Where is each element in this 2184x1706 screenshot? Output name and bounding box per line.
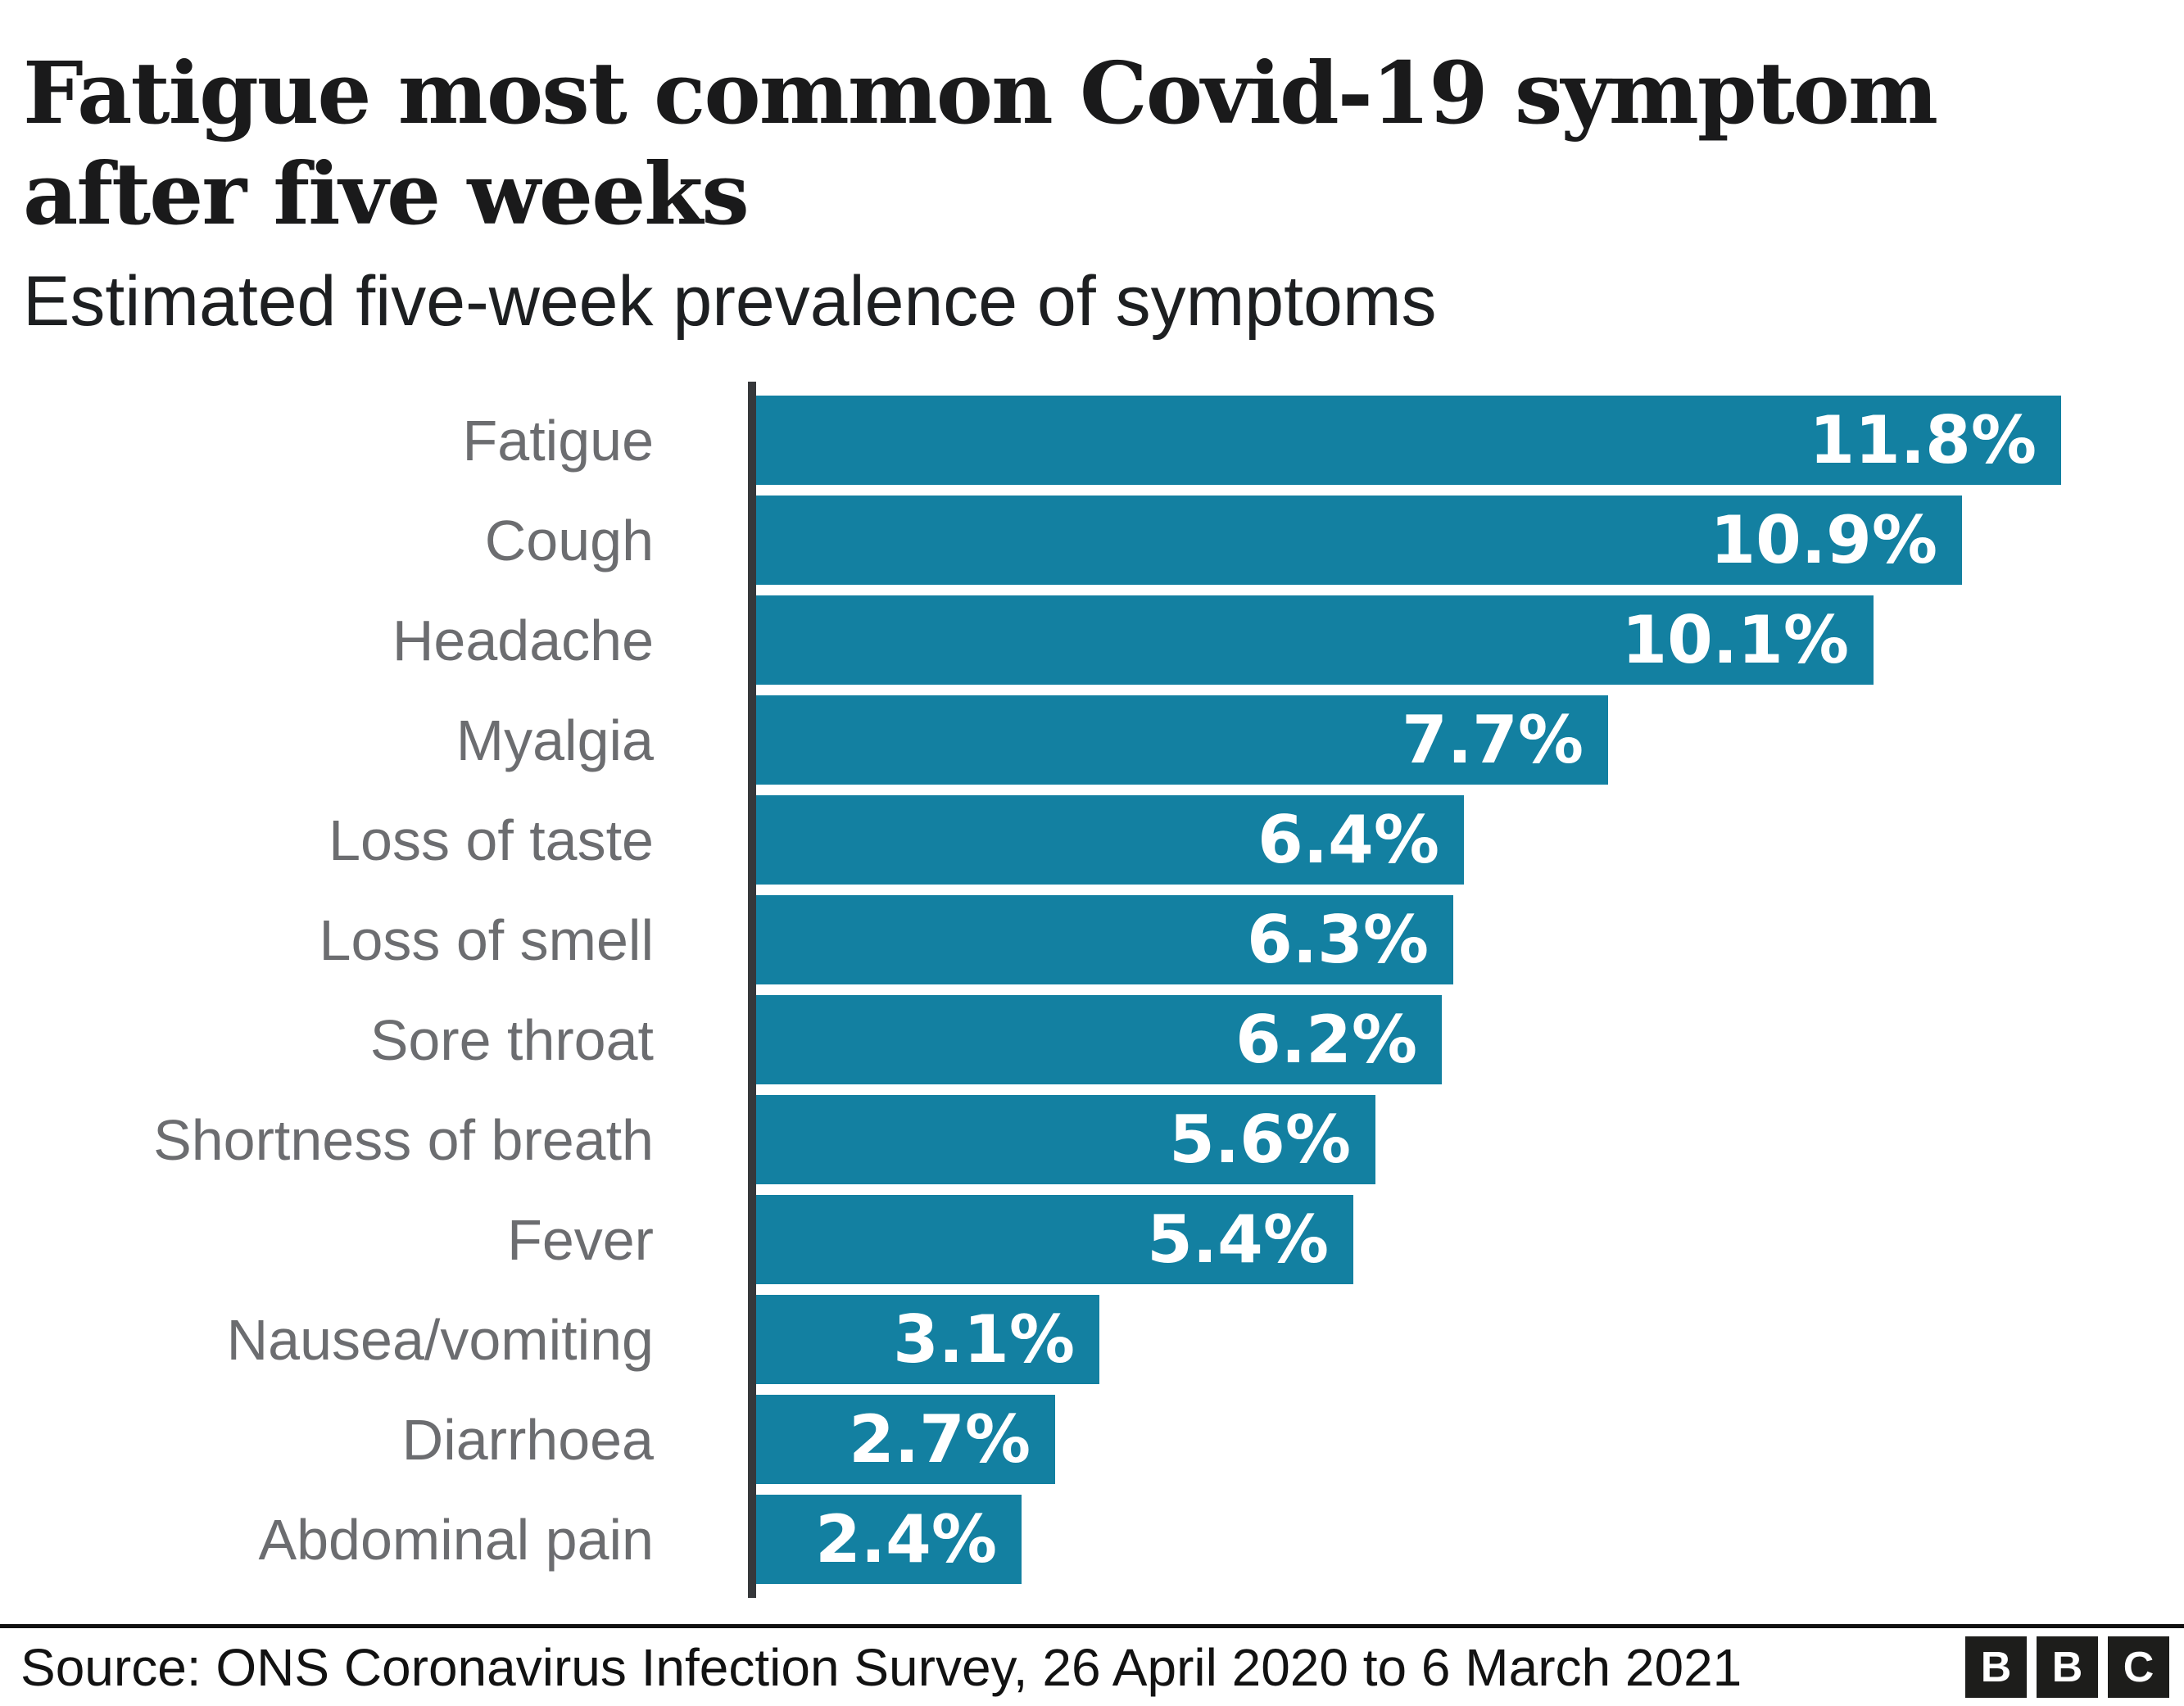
chart-row: Diarrhoea 2.7% [0,1395,2184,1484]
category-label: Abdominal pain [258,1507,654,1572]
bbc-logo-letter: B [1965,1636,2027,1698]
chart-row: Fatigue 11.8% [0,396,2184,485]
category-label: Fatigue [462,408,654,473]
value-label: 10.1% [1621,602,1849,678]
bar: 11.8% [756,396,2061,485]
bar-area: 6.2% [756,995,2184,1084]
bar-area: 2.7% [756,1395,2184,1484]
bar-area: 2.4% [756,1495,2184,1584]
bar: 6.4% [756,795,1464,885]
bar-area: 3.1% [756,1295,2184,1384]
chart-row: Nausea/vomiting 3.1% [0,1295,2184,1384]
bar: 10.9% [756,496,1962,585]
bar-area: 10.1% [756,595,2184,685]
value-label: 5.4% [1147,1201,1329,1278]
value-label: 6.4% [1257,802,1439,878]
chart-row: Loss of smell 6.3% [0,895,2184,984]
value-label: 11.8% [1809,402,2037,478]
chart-rows: Fatigue 11.8% Cough 10.9% Headache 10.1% Myalg… [0,396,2184,1584]
chart-row: Fever 5.4% [0,1195,2184,1284]
bar-area: 11.8% [756,396,2184,485]
value-label: 5.6% [1169,1102,1351,1178]
chart-subtitle: Estimated five-week prevalence of sympto… [23,262,1437,341]
bar-area: 6.3% [756,895,2184,984]
value-label: 2.4% [815,1501,997,1577]
footer: Source: ONS Coronavirus Infection Survey… [0,1624,2184,1706]
value-label: 3.1% [893,1301,1075,1378]
y-axis-line [748,382,756,1598]
bar: 5.4% [756,1195,1353,1284]
chart-row: Sore throat 6.2% [0,995,2184,1084]
chart-row: Shortness of breath 5.6% [0,1095,2184,1184]
bar-area: 10.9% [756,496,2184,585]
category-label: Loss of taste [329,808,654,872]
category-label: Shortness of breath [153,1107,654,1172]
category-label: Fever [507,1207,654,1272]
bbc-logo-letter: C [2108,1636,2169,1698]
category-label: Nausea/vomiting [226,1307,654,1372]
source-text: Source: ONS Coronavirus Infection Survey… [20,1637,1742,1697]
bar: 3.1% [756,1295,1099,1384]
chart-row: Myalgia 7.7% [0,695,2184,785]
chart-row: Abdominal pain 2.4% [0,1495,2184,1584]
bar: 10.1% [756,595,1874,685]
category-label: Headache [392,608,654,672]
chart-row: Headache 10.1% [0,595,2184,685]
bbc-logo-letter: B [2037,1636,2098,1698]
chart-row: Loss of taste 6.4% [0,795,2184,885]
category-label: Myalgia [455,708,654,772]
bar: 6.3% [756,895,1453,984]
chart-row: Cough 10.9% [0,496,2184,585]
bar: 7.7% [756,695,1608,785]
bar: 2.4% [756,1495,1022,1584]
category-label: Cough [484,508,654,572]
category-label: Sore throat [369,1007,654,1072]
value-label: 6.3% [1247,902,1429,978]
bar: 5.6% [756,1095,1375,1184]
category-label: Diarrhoea [401,1407,654,1472]
category-label: Loss of smell [319,907,654,972]
bar-area: 6.4% [756,795,2184,885]
bar-chart: Fatigue 11.8% Cough 10.9% Headache 10.1% Myalg… [0,382,2184,1598]
bar-area: 5.6% [756,1095,2184,1184]
value-label: 10.9% [1710,502,1937,578]
value-label: 7.7% [1402,702,1584,778]
bar-area: 5.4% [756,1195,2184,1284]
bar-area: 7.7% [756,695,2184,785]
bar: 2.7% [756,1395,1055,1484]
bar: 6.2% [756,995,1442,1084]
value-label: 2.7% [849,1401,1031,1477]
value-label: 6.2% [1235,1002,1417,1078]
page-title: Fatigue most common Covid-19 symptom aft… [23,43,1938,244]
